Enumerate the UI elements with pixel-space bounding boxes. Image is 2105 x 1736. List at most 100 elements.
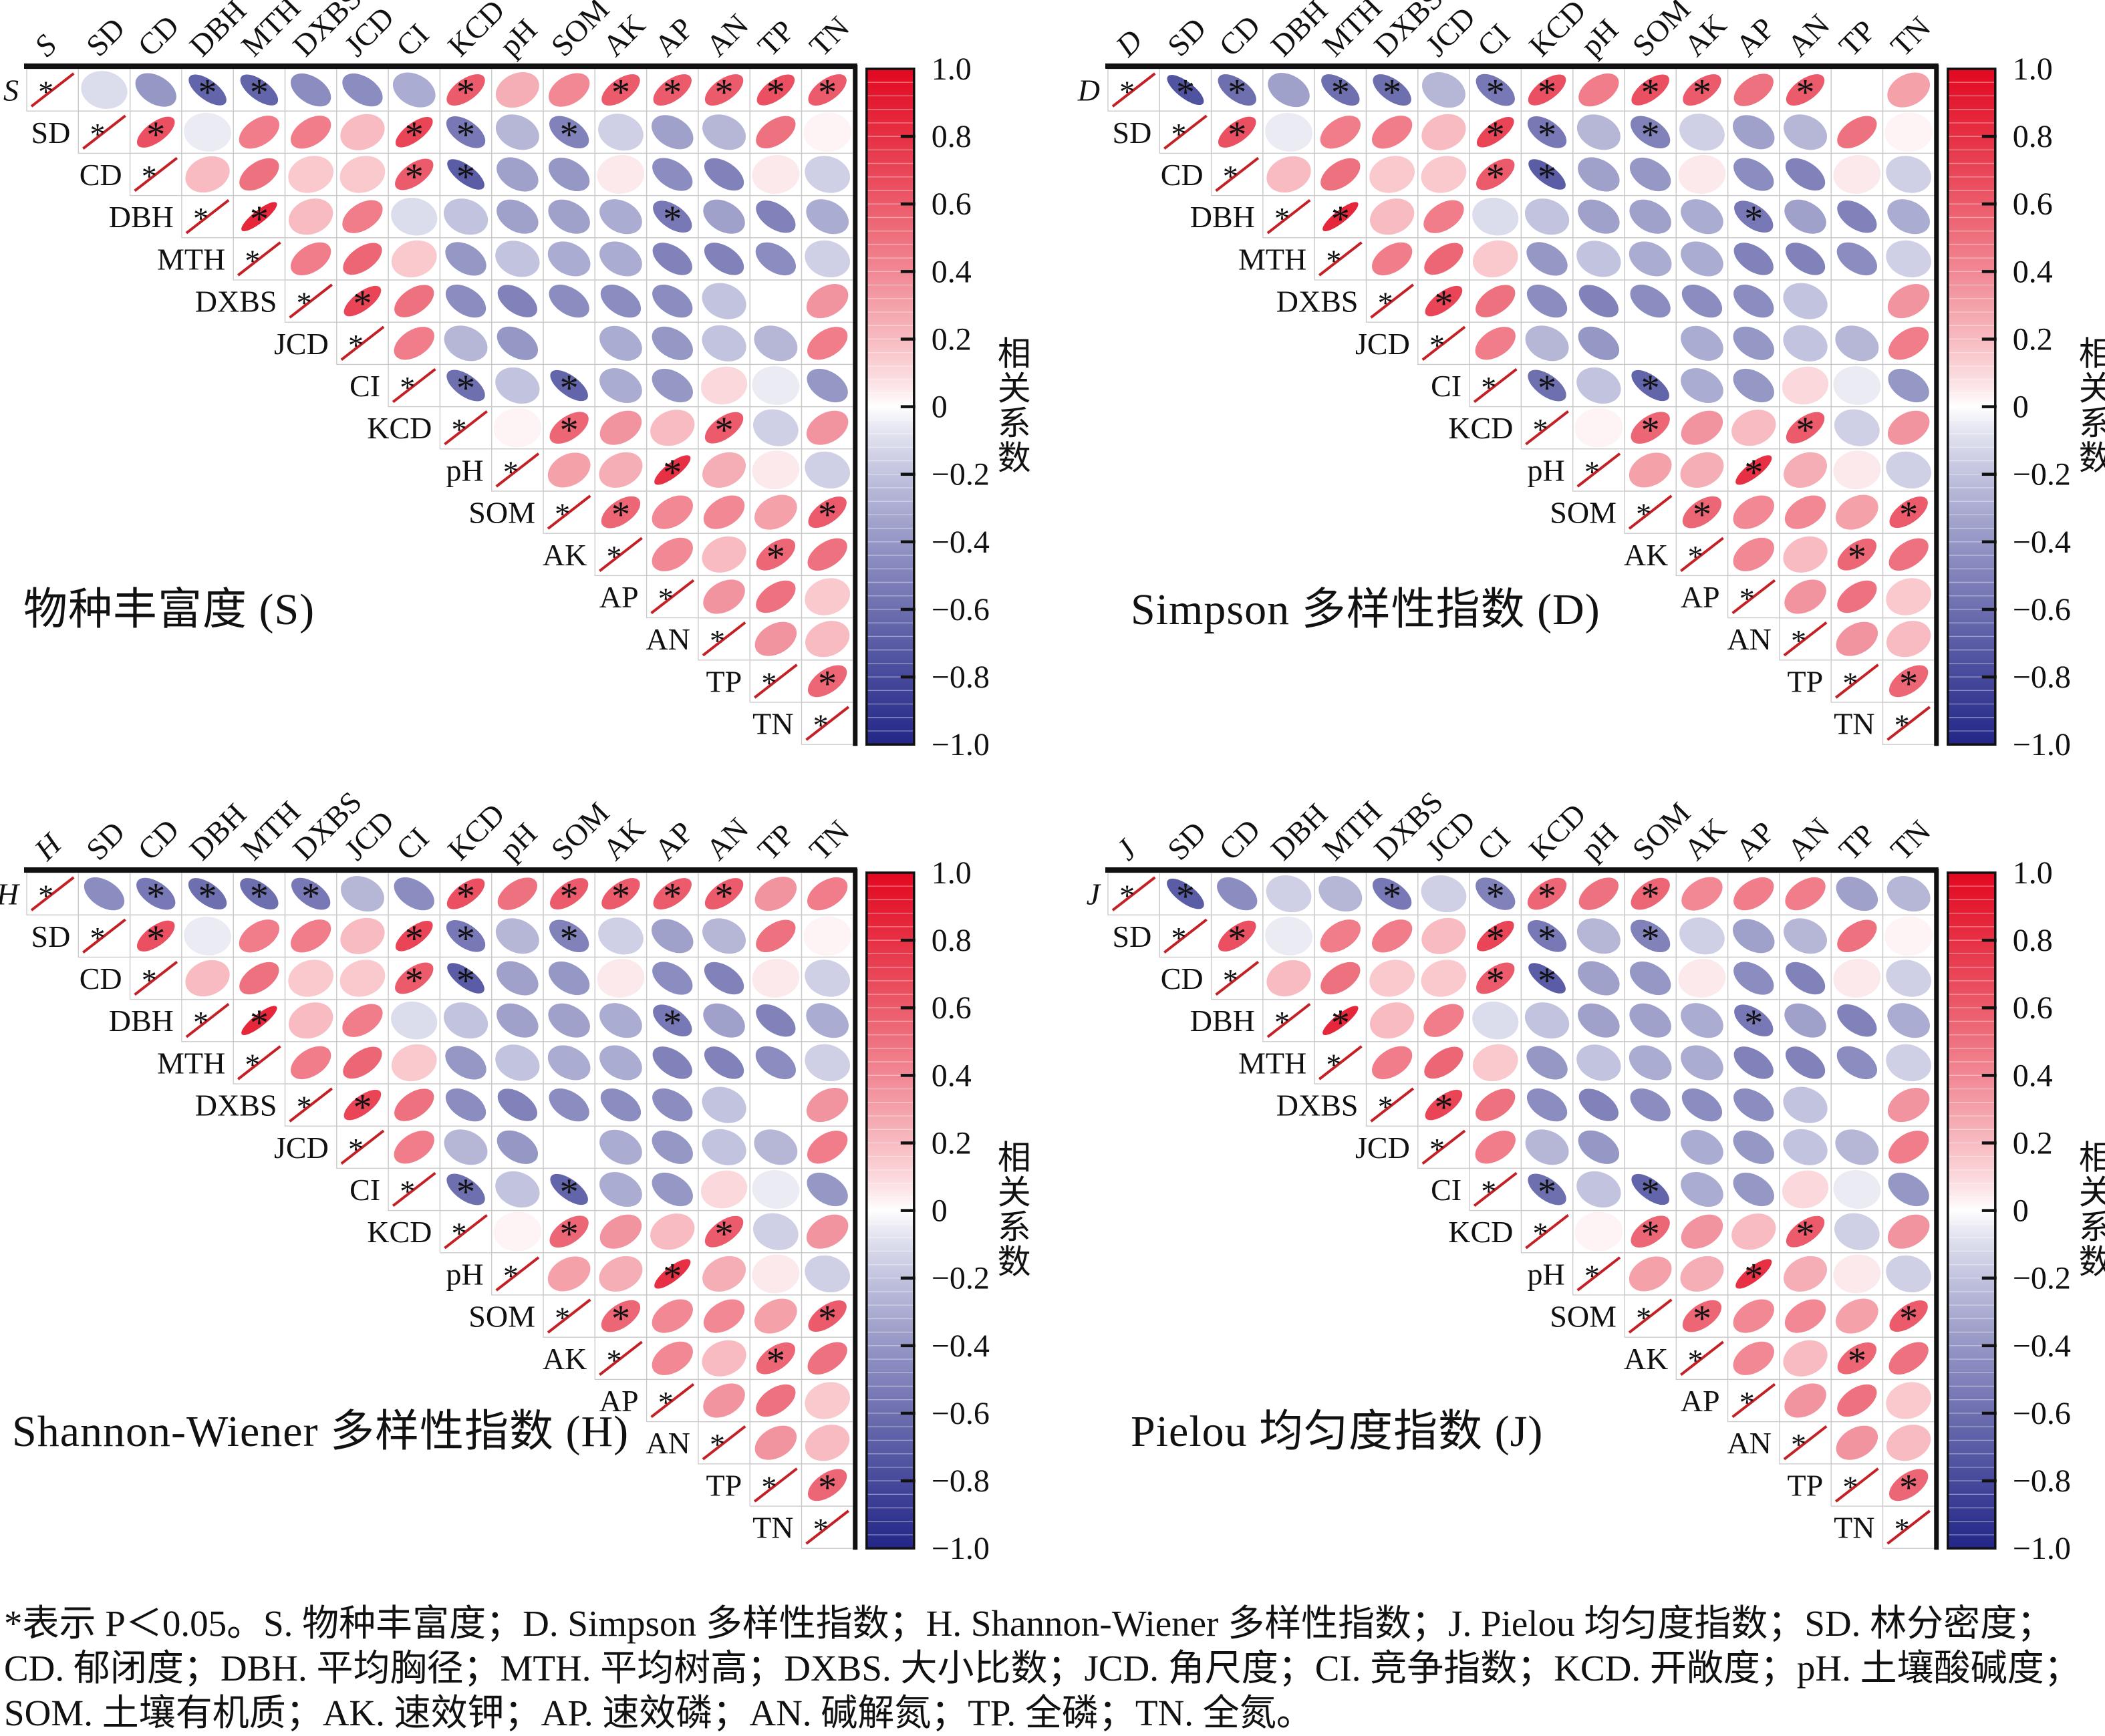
diagonal-slash <box>650 1383 695 1419</box>
diagonal-asterisk: * <box>1842 1469 1858 1503</box>
row-label: DBH <box>109 1004 174 1038</box>
correlation-ellipse <box>343 243 382 275</box>
significance-asterisk: * <box>1176 72 1195 114</box>
significance-asterisk: * <box>405 918 424 960</box>
significance-asterisk: * <box>1486 72 1505 114</box>
diagonal-asterisk: * <box>90 117 105 151</box>
correlation-ellipse <box>188 878 227 910</box>
significance-asterisk: * <box>198 72 217 114</box>
correlation-ellipse <box>752 959 800 998</box>
correlation-ellipse <box>1578 1089 1619 1121</box>
diagonal-slash <box>1525 410 1569 446</box>
significance-asterisk: * <box>818 494 837 536</box>
correlation-ellipse <box>1836 1298 1878 1334</box>
correlation-ellipse <box>342 200 383 233</box>
significance-asterisk: * <box>1486 114 1505 156</box>
correlation-ellipse <box>342 1004 383 1037</box>
diagonal-asterisk: * <box>555 497 570 531</box>
diagonal-slash <box>1886 706 1931 741</box>
column-header: H <box>27 826 69 867</box>
colorbar-tick-label: 0.6 <box>932 186 972 222</box>
correlation-ellipse <box>1733 1088 1774 1122</box>
significance-asterisk: * <box>818 1467 837 1508</box>
column-header: AN <box>700 811 755 867</box>
caption-line-1: *表示 P＜0.05。S. 物种丰富度；D. Simpson 多样性指数；H. … <box>4 1603 2054 1644</box>
correlation-ellipse <box>756 116 796 149</box>
correlation-ellipse <box>549 919 589 953</box>
correlation-ellipse <box>1683 74 1721 106</box>
correlation-ellipse <box>1837 1342 1877 1375</box>
column-header: KCD <box>1522 797 1592 867</box>
correlation-ellipse <box>597 959 645 998</box>
correlation-ellipse <box>1681 199 1723 235</box>
diagonal-slash <box>1680 1340 1724 1376</box>
diagonal-slash <box>1163 114 1208 150</box>
column-header: J <box>1109 832 1144 867</box>
significance-asterisk: * <box>1383 876 1401 917</box>
correlation-ellipse <box>703 1383 745 1418</box>
correlation-ellipse <box>1476 1089 1516 1121</box>
colorbar-tick-label: −0.6 <box>932 592 990 627</box>
correlation-ellipse <box>1886 1425 1931 1461</box>
diagonal-asterisk: * <box>245 243 260 277</box>
correlation-ellipse <box>1528 1173 1566 1205</box>
diagonal-slash <box>753 1467 798 1503</box>
diagonal-slash <box>1731 1383 1776 1419</box>
correlation-ellipse <box>497 157 539 192</box>
significance-asterisk: * <box>1848 537 1866 578</box>
significance-asterisk: * <box>560 114 579 156</box>
correlation-ellipse <box>653 1004 692 1037</box>
correlation-ellipse <box>1421 917 1466 954</box>
diagonal-asterisk: * <box>1481 1174 1496 1208</box>
correlation-ellipse <box>805 240 851 278</box>
correlation-ellipse <box>1630 1088 1671 1122</box>
correlation-ellipse <box>497 877 537 910</box>
correlation-ellipse <box>1784 918 1828 954</box>
correlation-ellipse <box>239 962 279 995</box>
correlation-ellipse <box>1576 1044 1621 1081</box>
correlation-ellipse <box>1629 1256 1672 1292</box>
diagonal-asterisk: * <box>710 623 725 658</box>
correlation-ellipse <box>1887 284 1930 319</box>
correlation-ellipse <box>1682 496 1722 529</box>
diagonal-slash <box>1628 494 1673 530</box>
colorbar-tick-label: 0.4 <box>932 254 972 289</box>
correlation-ellipse <box>806 410 849 445</box>
correlation-ellipse <box>288 960 334 997</box>
correlation-ellipse <box>653 878 692 910</box>
correlation-ellipse <box>752 1254 800 1294</box>
correlation-ellipse <box>1681 284 1723 318</box>
correlation-ellipse <box>1785 1046 1826 1079</box>
correlation-ellipse <box>755 242 796 276</box>
diagonal-slash <box>82 918 126 954</box>
colorbar-tick-label: −1.0 <box>2013 1531 2071 1566</box>
correlation-ellipse <box>1784 199 1826 234</box>
significance-asterisk: * <box>1538 876 1556 917</box>
significance-asterisk: * <box>1538 72 1556 114</box>
correlation-ellipse <box>395 117 433 148</box>
correlation-ellipse <box>703 495 745 529</box>
colorbar-title-char: 关 <box>998 1174 1031 1211</box>
correlation-ellipse <box>1631 1215 1670 1248</box>
correlation-ellipse <box>806 1214 849 1249</box>
diagonal-asterisk: * <box>1791 1427 1806 1461</box>
row-label: CD <box>80 962 122 996</box>
colorbar-tick-label: −0.4 <box>932 525 990 560</box>
column-header: CD <box>1212 9 1266 63</box>
row-label: CI <box>1431 369 1461 403</box>
diagonal-asterisk: * <box>503 1258 519 1292</box>
correlation-ellipse <box>547 452 591 488</box>
significance-asterisk: * <box>1693 1298 1711 1340</box>
correlation-ellipse <box>136 116 175 148</box>
correlation-ellipse <box>185 960 230 997</box>
correlation-ellipse <box>392 72 436 108</box>
correlation-ellipse <box>1578 199 1620 234</box>
diagonal-slash <box>495 1256 540 1292</box>
diagonal-asterisk: * <box>142 963 157 997</box>
correlation-ellipse <box>805 451 851 489</box>
correlation-ellipse <box>1735 1259 1772 1289</box>
correlation-ellipse <box>136 877 176 910</box>
correlation-ellipse <box>1423 200 1464 233</box>
column-header: AP <box>648 11 700 63</box>
correlation-ellipse <box>1681 1045 1723 1080</box>
